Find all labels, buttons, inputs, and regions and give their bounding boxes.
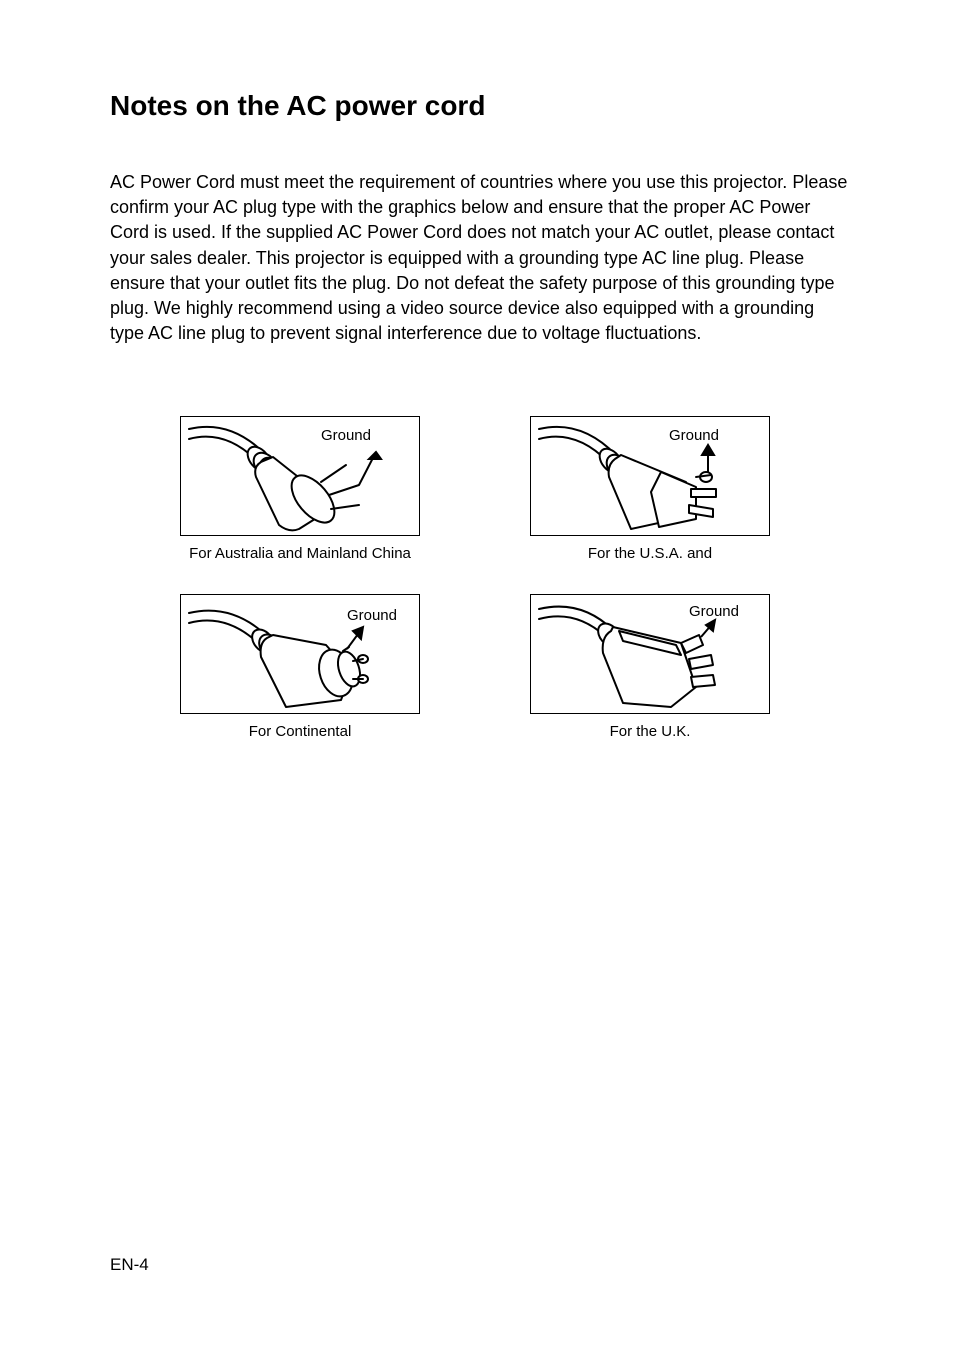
plug-caption-eu: For Continental (249, 722, 352, 742)
plug-caption-au: For Australia and Mainland China (189, 544, 411, 564)
plug-us-icon (531, 417, 771, 537)
plug-grid: Ground (155, 416, 795, 741)
plug-caption-uk: For the U.K. (610, 722, 691, 742)
plug-cell-us: Ground (505, 416, 795, 564)
plug-box-us: Ground (530, 416, 770, 536)
plug-caption-us: For the U.S.A. and (588, 544, 712, 564)
plug-box-eu: Ground (180, 594, 420, 714)
body-paragraph: AC Power Cord must meet the requirement … (110, 170, 849, 346)
ground-label: Ground (669, 427, 719, 444)
ground-label: Ground (321, 427, 371, 444)
page-number: EN-4 (110, 1255, 149, 1275)
page-title: Notes on the AC power cord (110, 90, 849, 122)
ground-label: Ground (689, 603, 739, 620)
plug-cell-eu: Ground (155, 594, 445, 742)
plug-box-uk: Ground (530, 594, 770, 714)
plug-cell-uk: Ground (505, 594, 795, 742)
ground-label: Ground (347, 607, 397, 624)
plug-box-au: Ground (180, 416, 420, 536)
plug-au-icon (181, 417, 421, 537)
plug-cell-au: Ground (155, 416, 445, 564)
